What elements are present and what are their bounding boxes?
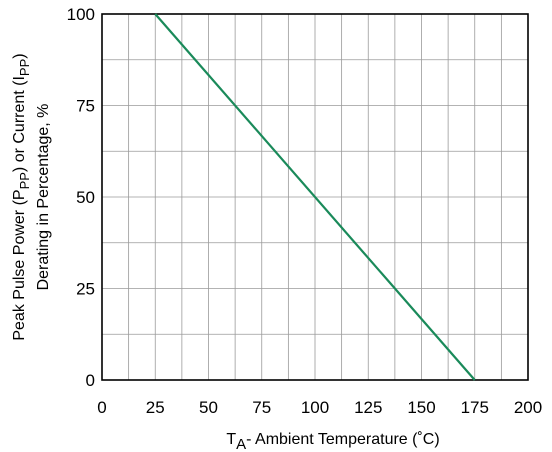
y-tick-labels: 0 25 50 75 100 <box>67 5 95 390</box>
x-tick-label-50: 50 <box>199 398 218 417</box>
series-line-0 <box>154 13 476 381</box>
x-tick-label-100: 100 <box>301 398 329 417</box>
x-tick-label-25: 25 <box>146 398 165 417</box>
plot-frame <box>101 13 529 381</box>
x-axis-title: TA- Ambient Temperature (˚C) <box>226 431 439 452</box>
y-axis-title: Peak Pulse Power (PPP) or Current (IPP) … <box>11 53 52 340</box>
y-tick-label-0: 0 <box>86 371 95 390</box>
y-axis-title-line1: Peak Pulse Power (PPP) or Current (IPP) <box>11 53 32 340</box>
x-tick-label-125: 125 <box>354 398 382 417</box>
x-tick-label-75: 75 <box>252 398 271 417</box>
y-axis-title-line2: Derating in Percentage, % <box>35 104 52 291</box>
y-tick-label-50: 50 <box>76 188 95 207</box>
x-tick-label-0: 0 <box>97 398 106 417</box>
y-tick-label-25: 25 <box>76 280 95 299</box>
x-tick-labels: 0 25 50 75 100 125 150 175 200 <box>97 398 542 417</box>
y-tick-label-100: 100 <box>67 5 95 24</box>
x-tick-label-150: 150 <box>407 398 435 417</box>
y-tick-label-75: 75 <box>76 97 95 116</box>
x-tick-label-200: 200 <box>514 398 542 417</box>
x-tick-label-175: 175 <box>461 398 489 417</box>
series-lines <box>154 13 476 381</box>
